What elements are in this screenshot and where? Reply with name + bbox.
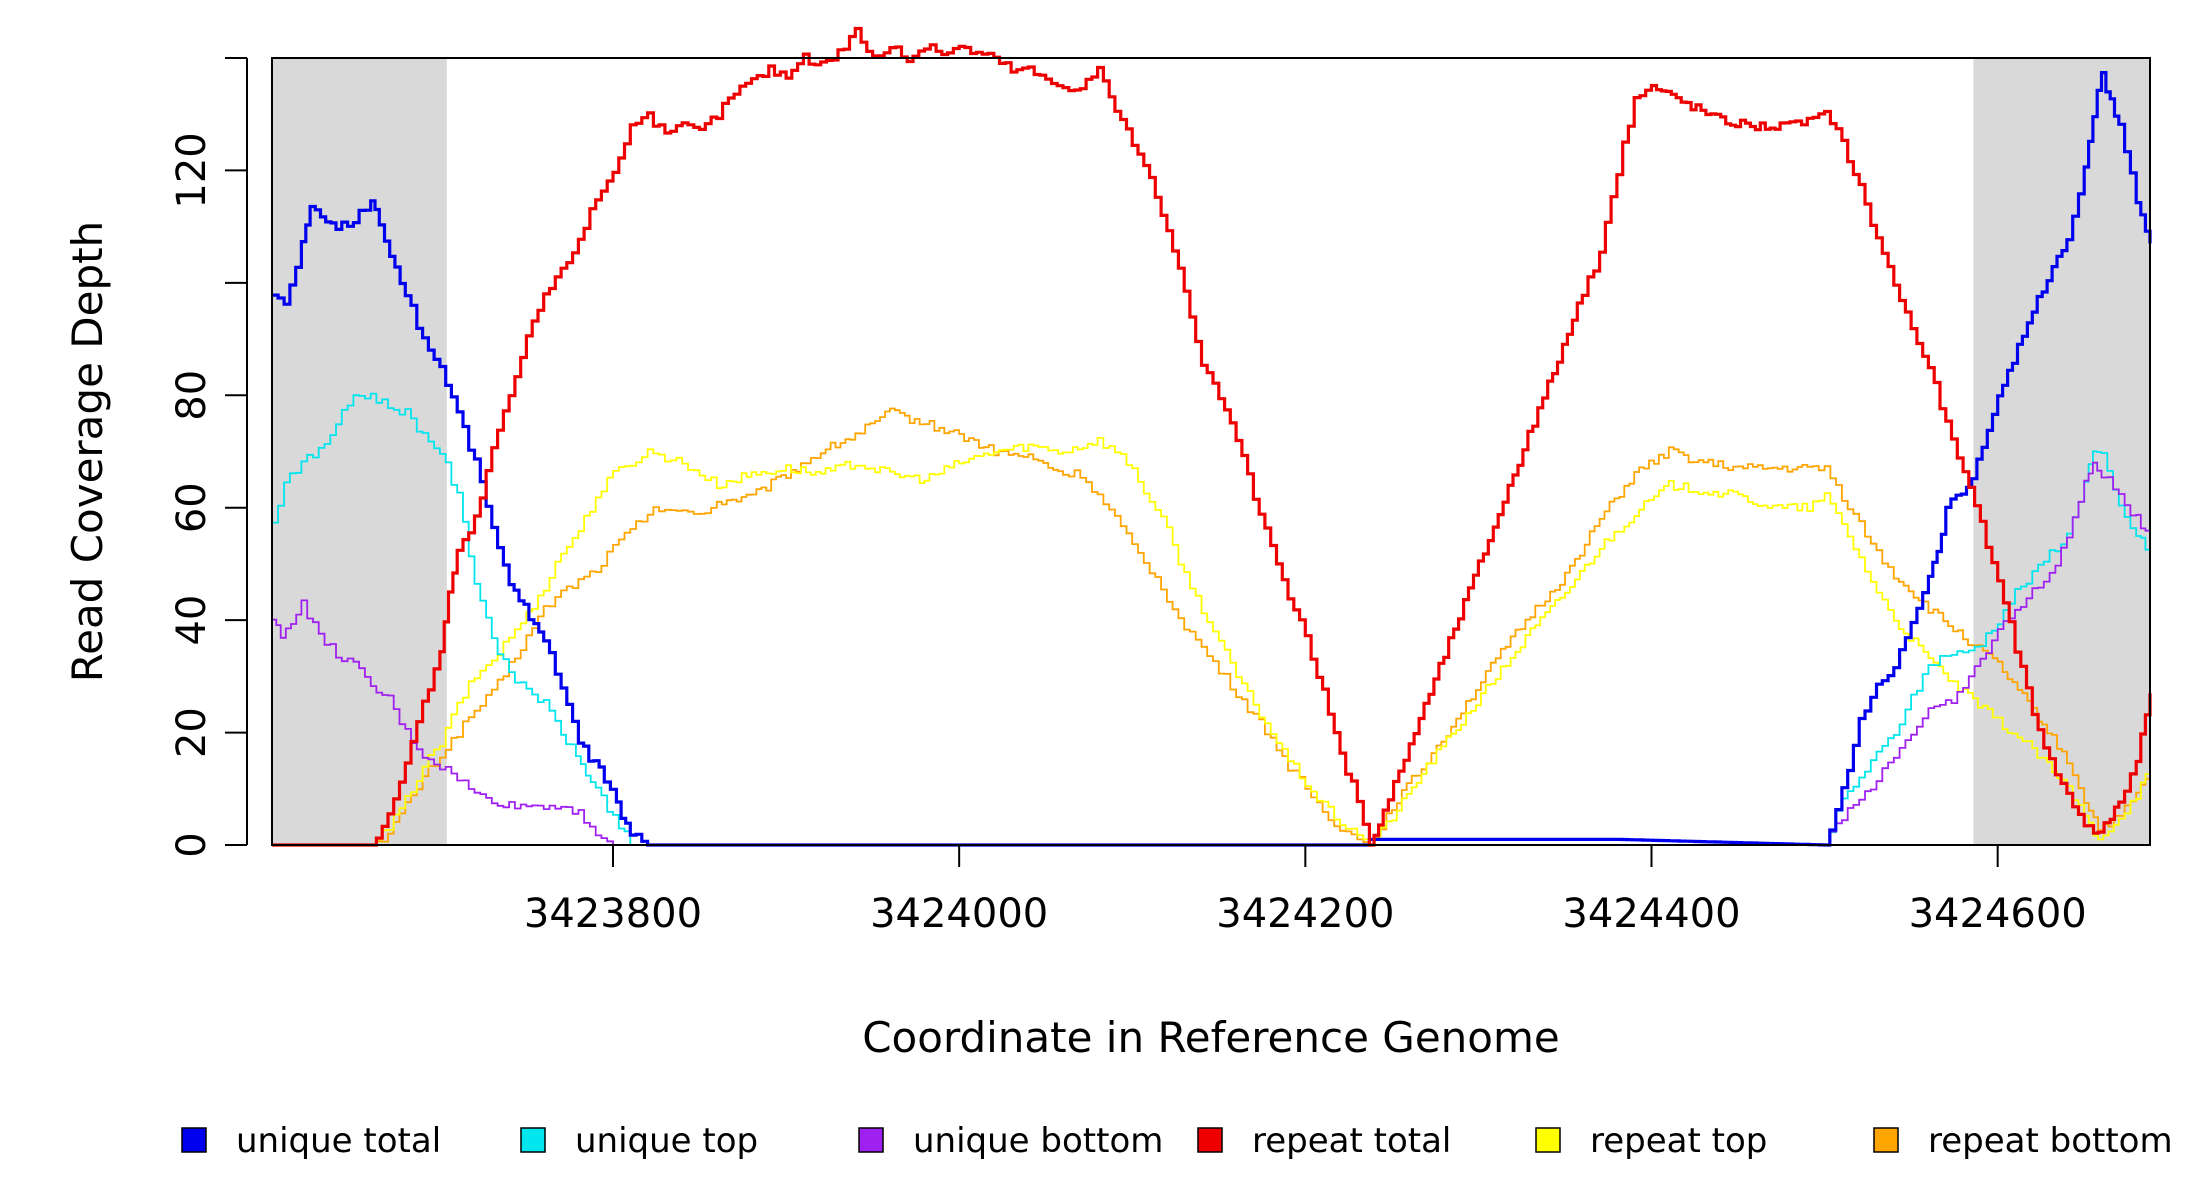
series-lines bbox=[272, 26, 2152, 847]
series-line-unique-top bbox=[272, 392, 2151, 846]
series-line-unique-total bbox=[272, 71, 2152, 847]
series-line-repeat-top bbox=[272, 437, 2151, 846]
y-tick-label: 40 bbox=[169, 595, 215, 646]
y-tick-label: 120 bbox=[169, 132, 215, 208]
y-tick-label: 0 bbox=[169, 832, 215, 857]
legend-swatch bbox=[520, 1127, 546, 1153]
legend: unique total unique top unique bottom repea… bbox=[181, 1121, 2173, 1161]
legend-label: repeat top bbox=[1590, 1121, 1767, 1161]
legend-label: unique total bbox=[236, 1121, 441, 1161]
y-axis-title: Read Coverage Depth bbox=[63, 221, 112, 682]
legend-swatch bbox=[858, 1127, 884, 1153]
y-axis: 0 20 40 60 80 120 bbox=[169, 57, 248, 858]
shaded-region-1 bbox=[1973, 58, 2150, 845]
series-line-repeat-total bbox=[272, 26, 2152, 847]
x-axis: 3423800 3424000 3424200 3424400 3424600 bbox=[524, 844, 2087, 937]
x-tick-label: 3424400 bbox=[1562, 891, 1740, 937]
x-tick-label: 3423800 bbox=[524, 891, 702, 937]
legend-label: unique bottom bbox=[913, 1121, 1163, 1161]
x-tick-label: 3424600 bbox=[1909, 891, 2087, 937]
y-tick-label: 80 bbox=[169, 370, 215, 421]
legend-swatch bbox=[1197, 1127, 1223, 1153]
legend-label: repeat total bbox=[1252, 1121, 1451, 1161]
x-tick-label: 3424000 bbox=[870, 891, 1048, 937]
y-tick-label: 20 bbox=[169, 707, 215, 758]
x-tick-label: 3424200 bbox=[1216, 891, 1394, 937]
shaded-region-0 bbox=[272, 58, 447, 845]
y-tick-label: 60 bbox=[169, 482, 215, 533]
plot-frame bbox=[271, 57, 2151, 846]
legend-swatch bbox=[181, 1127, 207, 1153]
legend-swatch bbox=[1873, 1127, 1899, 1153]
legend-label: repeat bottom bbox=[1928, 1121, 2173, 1161]
shaded-regions bbox=[272, 58, 2150, 845]
x-axis-title: Coordinate in Reference Genome bbox=[862, 1013, 1560, 1062]
legend-label: unique top bbox=[575, 1121, 758, 1161]
series-line-repeat-bottom bbox=[272, 407, 2151, 846]
legend-swatch bbox=[1535, 1127, 1561, 1153]
